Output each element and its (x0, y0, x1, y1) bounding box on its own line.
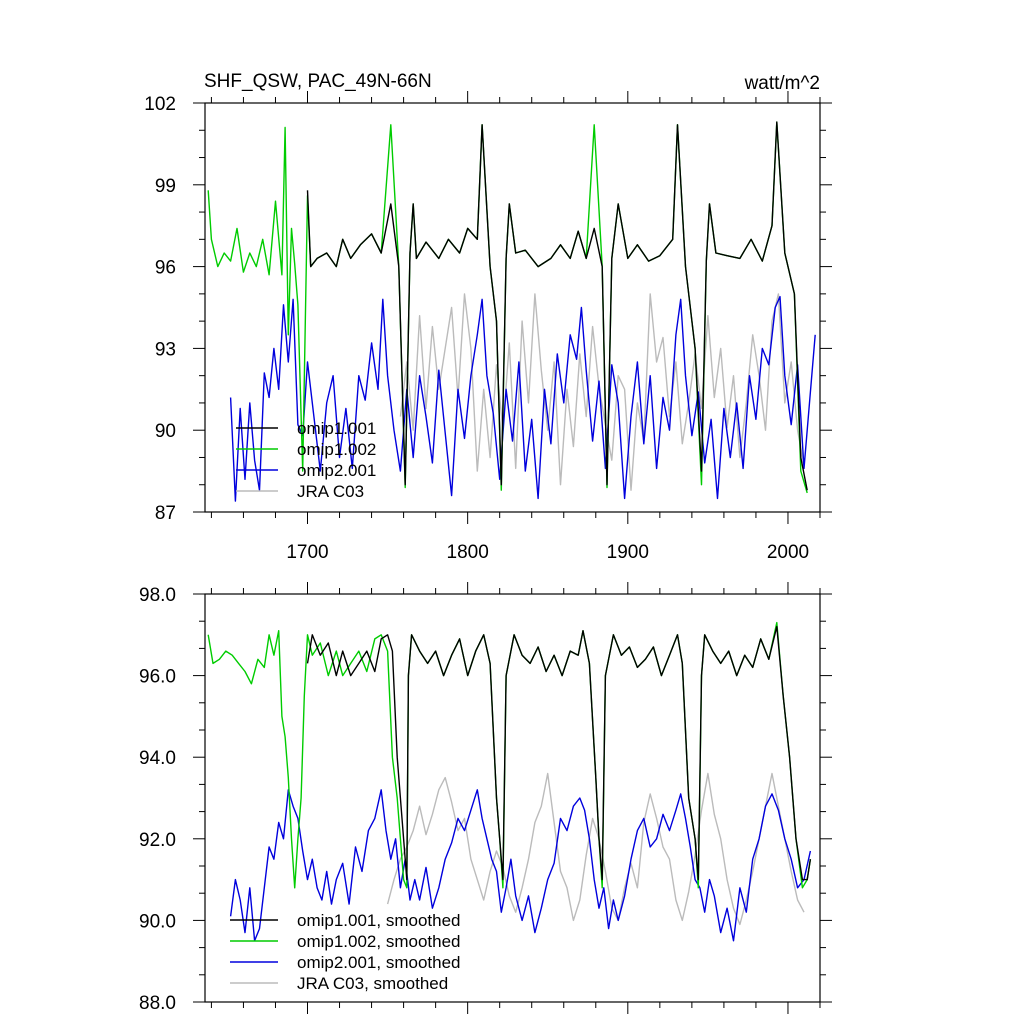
top-series-line-0 (306, 121, 808, 491)
top-title: SHF_QSW, PAC_49N-66N (204, 71, 432, 92)
top-ytick-label: 102 (144, 94, 176, 115)
top-xtick-label: 1900 (607, 542, 649, 563)
top-xtick-label: 1700 (286, 542, 328, 563)
bottom-series-line-0 (306, 625, 812, 881)
top-ytick-label: 90 (155, 421, 176, 442)
bottom-panel: 88.0 90.0 92.0 94.0 96.0 98.0 omip1.001, smoot… (139, 582, 832, 1014)
bottom-legend-label-0: omip1.001, smoothed (297, 911, 461, 930)
top-plot-area (207, 121, 816, 502)
top-series-line-3 (399, 293, 805, 491)
top-units: watt/m^2 (744, 73, 820, 94)
top-ytick-label: 87 (155, 503, 176, 524)
top-xtick-label: 1800 (447, 542, 489, 563)
top-ytick-label: 99 (155, 176, 176, 197)
bottom-plot-frame (204, 593, 821, 1003)
bottom-ytick-label: 98.0 (139, 585, 176, 606)
top-plot-frame (204, 102, 821, 513)
bottom-ytick-label: 94.0 (139, 748, 176, 769)
bottom-legend-label-3: JRA C03, smoothed (297, 974, 448, 993)
bottom-series-line-3 (386, 772, 805, 926)
top-legend-label-0: omip1.001 (297, 419, 376, 438)
top-ytick-label: 96 (155, 258, 176, 279)
bottom-legend-label-2: omip2.001, smoothed (297, 953, 461, 972)
bottom-ytick-label: 88.0 (139, 993, 176, 1014)
bottom-ytick-label: 92.0 (139, 830, 176, 851)
top-legend-label-3: JRA C03 (297, 482, 364, 501)
bottom-ytick-label: 90.0 (139, 911, 176, 932)
top-series-line-2 (229, 295, 816, 502)
bottom-legend-label-1: omip1.002, smoothed (297, 932, 461, 951)
bottom-plot-area (207, 621, 812, 942)
top-legend-label-1: omip1.002 (297, 440, 376, 459)
top-panel: SHF_QSW, PAC_49N-66N watt/m^2 1700 1800 19… (144, 71, 832, 563)
top-ytick-label: 93 (155, 339, 176, 360)
top-xtick-label: 2000 (767, 542, 809, 563)
top-legend-label-2: omip2.001 (297, 461, 376, 480)
bottom-ytick-label: 96.0 (139, 667, 176, 688)
bottom-series-line-2 (229, 789, 812, 942)
